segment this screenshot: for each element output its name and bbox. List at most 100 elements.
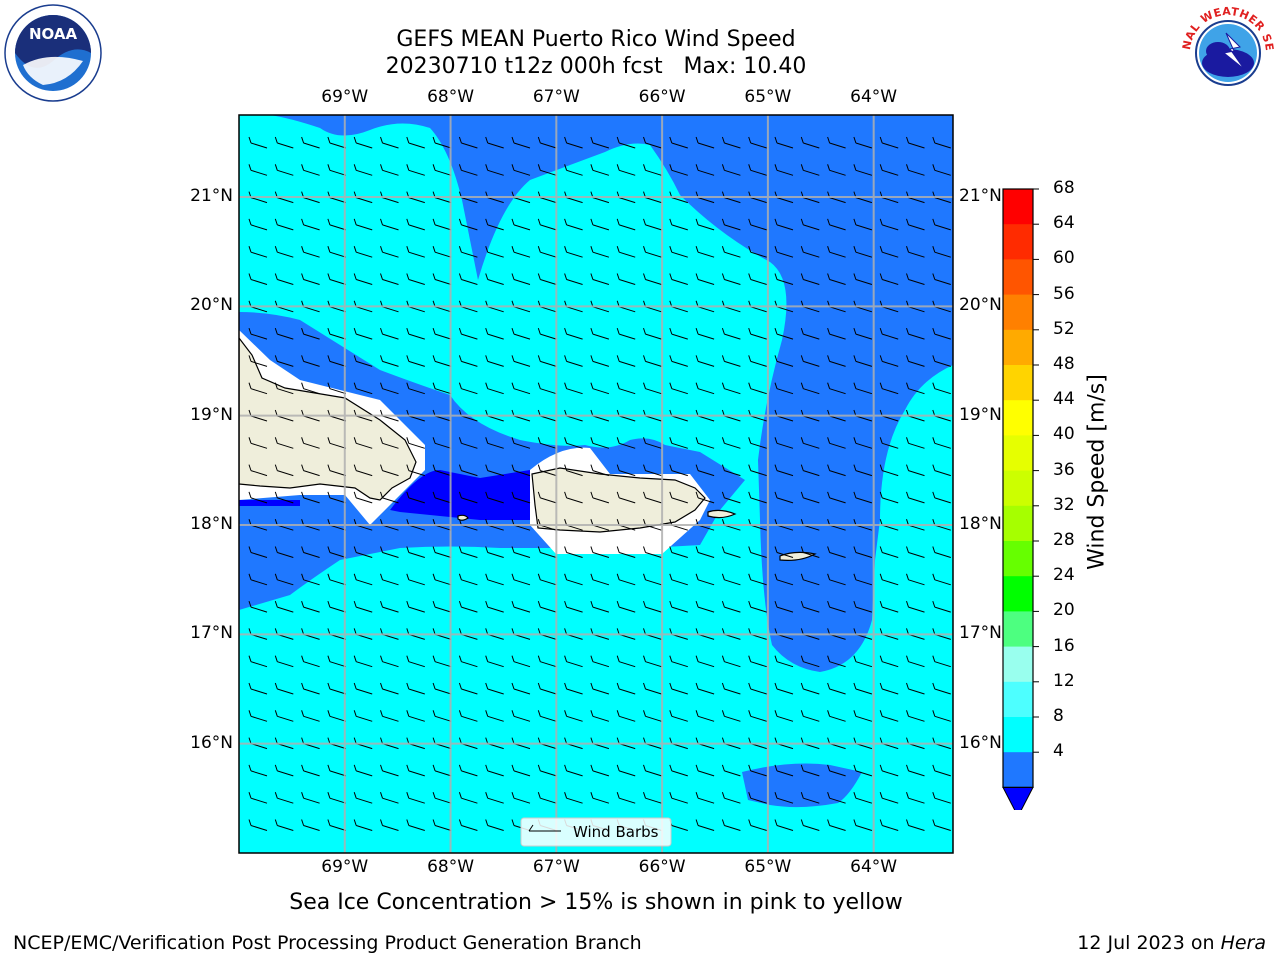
wind-barb bbox=[590, 355, 610, 367]
wind-barb bbox=[406, 246, 425, 258]
wind-barb bbox=[932, 546, 951, 558]
wind-barb bbox=[800, 136, 820, 149]
colorbar-segment bbox=[1003, 576, 1033, 612]
wind-barb bbox=[800, 437, 820, 449]
wind-barb bbox=[879, 218, 899, 231]
wind-barb bbox=[879, 327, 899, 340]
wind-barb bbox=[537, 218, 557, 231]
wind-barb bbox=[879, 491, 899, 504]
map-legend: Wind Barbs bbox=[520, 817, 672, 847]
wind-barb bbox=[564, 382, 583, 395]
wind-barb bbox=[827, 764, 846, 777]
wind-barb bbox=[353, 246, 373, 258]
wind-barb bbox=[669, 764, 688, 777]
wind-barb bbox=[353, 136, 373, 149]
wind-barb bbox=[327, 600, 347, 613]
wind-barb bbox=[853, 710, 873, 722]
wind-barb bbox=[643, 546, 662, 558]
wind-barb bbox=[537, 327, 557, 340]
wind-barb bbox=[353, 382, 373, 395]
wind-barb bbox=[511, 437, 531, 449]
wind-barb bbox=[380, 437, 399, 449]
wind-barb bbox=[827, 600, 846, 613]
colorbar-tick-label: 40 bbox=[1053, 424, 1075, 445]
wind-barb bbox=[879, 682, 899, 695]
wind-barb bbox=[564, 355, 583, 367]
wind-band-4-8-north bbox=[239, 115, 953, 672]
wind-barb bbox=[458, 546, 478, 558]
wind-barb bbox=[274, 764, 294, 777]
wind-barb bbox=[406, 764, 425, 777]
wind-barb bbox=[932, 136, 951, 149]
wind-barb bbox=[432, 792, 452, 804]
wind-barb bbox=[695, 382, 715, 395]
wind-barb bbox=[301, 792, 320, 804]
wind-barb bbox=[800, 600, 820, 613]
wind-barb bbox=[853, 682, 873, 695]
colorbar-tick-label: 60 bbox=[1053, 248, 1075, 269]
colorbar-tick-label: 20 bbox=[1053, 600, 1075, 621]
wind-barb bbox=[827, 327, 846, 340]
wind-barb bbox=[853, 382, 873, 395]
wind-barb bbox=[564, 710, 583, 722]
wind-barb bbox=[458, 136, 478, 149]
wind-barb bbox=[537, 273, 557, 285]
wind-barb bbox=[248, 682, 268, 695]
wind-barb bbox=[748, 327, 767, 340]
wind-barb bbox=[879, 382, 899, 395]
wind-barb bbox=[616, 246, 636, 258]
wind-barb bbox=[669, 382, 688, 395]
wind-barb bbox=[774, 164, 794, 176]
wind-barb bbox=[695, 464, 715, 477]
wind-barb bbox=[248, 382, 268, 395]
colorbar-segment bbox=[1003, 611, 1033, 648]
wind-barb bbox=[537, 600, 557, 613]
wind-barb bbox=[380, 573, 399, 586]
wind-barb bbox=[669, 273, 688, 285]
wind-barb bbox=[511, 136, 531, 149]
colorbar-segment bbox=[1003, 505, 1033, 542]
wind-barb bbox=[643, 682, 662, 695]
wind-barb bbox=[590, 764, 610, 777]
wind-barb bbox=[458, 682, 478, 695]
wind-barb bbox=[590, 327, 610, 340]
wind-barb bbox=[353, 355, 373, 367]
wind-barb bbox=[353, 464, 373, 477]
wind-barb bbox=[380, 218, 399, 231]
wind-barb bbox=[485, 792, 504, 804]
wind-barb bbox=[406, 546, 425, 558]
colorbar-segment bbox=[1003, 224, 1033, 260]
wind-barb bbox=[485, 491, 504, 504]
wind-barb bbox=[721, 491, 741, 504]
wind-barb bbox=[643, 600, 662, 613]
footer-date: 12 Jul 2023 on Hera bbox=[1077, 932, 1266, 954]
wind-barb bbox=[721, 546, 741, 558]
wind-barb bbox=[485, 382, 504, 395]
wind-barb bbox=[301, 437, 320, 449]
lon-label-bottom: 64°W bbox=[850, 857, 898, 877]
wind-barb bbox=[800, 682, 820, 695]
wind-barb bbox=[511, 710, 531, 722]
colorbar-tick-label: 28 bbox=[1053, 530, 1075, 550]
wind-barb bbox=[327, 464, 347, 477]
wind-barb bbox=[380, 246, 399, 258]
wind-barb bbox=[274, 437, 294, 449]
wind-barb bbox=[932, 600, 951, 613]
wind-barb bbox=[511, 246, 531, 258]
wind-barb bbox=[695, 573, 715, 586]
wind-barb bbox=[906, 819, 925, 831]
lat-label-right: 18°N bbox=[959, 514, 1002, 534]
wind-barb bbox=[774, 491, 794, 504]
wind-barb bbox=[774, 327, 794, 340]
wind-barb bbox=[537, 655, 557, 668]
wind-barb bbox=[616, 382, 636, 395]
colorbar-tick-label: 64 bbox=[1053, 213, 1075, 234]
wind-barb bbox=[853, 464, 873, 477]
wind-barb bbox=[564, 218, 583, 231]
lat-label-right: 16°N bbox=[959, 732, 1002, 753]
wind-barb bbox=[695, 136, 715, 149]
wind-barb bbox=[353, 710, 373, 722]
wind-barb bbox=[669, 600, 688, 613]
wind-barb bbox=[564, 792, 583, 804]
wind-barb bbox=[301, 246, 320, 258]
